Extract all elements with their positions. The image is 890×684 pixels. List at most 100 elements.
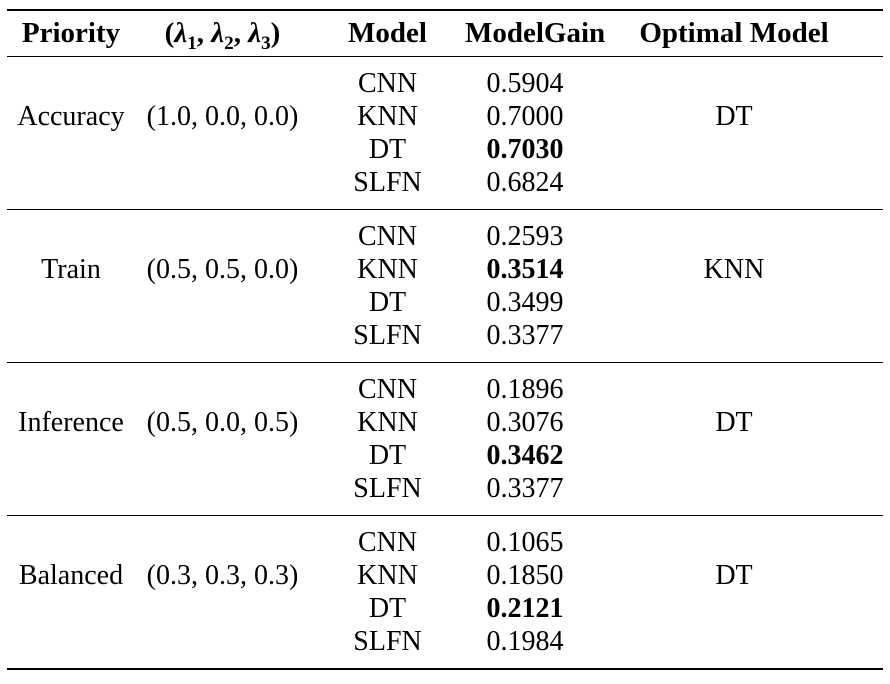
lambda-cell xyxy=(135,56,310,100)
priority-cell xyxy=(7,209,135,253)
gain-cell: 0.6824 xyxy=(486,166,564,198)
lambda-open-paren: ( xyxy=(164,16,175,49)
model-cell: SLFN xyxy=(353,472,422,504)
lambda-cell xyxy=(135,362,310,406)
optimal-model-cell: KNN xyxy=(703,253,765,285)
optimal-model-cell xyxy=(585,286,883,319)
header-row: Priority (λ1, λ2, λ3) Model ModelGain Op… xyxy=(7,10,883,56)
gain-cell: 0.3377 xyxy=(486,472,564,504)
lambda-cell xyxy=(135,472,310,516)
lambda-close-paren: ) xyxy=(270,16,281,49)
table-row: CNN 0.1065 xyxy=(7,515,883,559)
model-header: Model xyxy=(348,16,427,49)
table-row: SLFN 0.3377 xyxy=(7,472,883,516)
gain-cell: 0.3377 xyxy=(486,319,564,351)
model-cell: KNN xyxy=(357,559,418,591)
table-row: DT 0.2121 xyxy=(7,592,883,625)
table-row: SLFN 0.1984 xyxy=(7,625,883,669)
gain-cell: 0.1984 xyxy=(486,625,564,657)
priority-cell: Inference xyxy=(18,406,124,438)
lambda-separator: , xyxy=(196,16,212,49)
priority-cell xyxy=(7,515,135,559)
table-row: CNN 0.5904 xyxy=(7,56,883,100)
optimal-model-cell xyxy=(585,515,883,559)
model-cell: CNN xyxy=(357,526,418,558)
priority-cell xyxy=(7,439,135,472)
table-row: SLFN 0.3377 xyxy=(7,319,883,363)
lambda-cell xyxy=(135,133,310,166)
lambda1-subscript: 1 xyxy=(187,32,197,54)
table-row: DT 0.3462 xyxy=(7,439,883,472)
model-cell: DT xyxy=(368,439,407,471)
model-gain-header: ModelGain xyxy=(465,16,606,49)
model-cell: DT xyxy=(368,592,407,624)
lambda2-subscript: 2 xyxy=(224,32,234,54)
model-cell: CNN xyxy=(357,220,418,252)
priority-group-balanced: CNN 0.1065 Balanced (0.3, 0.3, 0.3) KNN … xyxy=(7,515,883,669)
table-row: Inference (0.5, 0.0, 0.5) KNN 0.3076 DT xyxy=(7,406,883,439)
optimal-model-cell: DT xyxy=(715,406,753,438)
lambda-separator: , xyxy=(233,16,249,49)
gain-cell: 0.3514 xyxy=(486,253,564,285)
gain-cell: 0.7000 xyxy=(486,100,564,132)
table-row: DT 0.3499 xyxy=(7,286,883,319)
lambda-cell xyxy=(135,439,310,472)
priority-cell xyxy=(7,625,135,669)
table-row: Balanced (0.3, 0.3, 0.3) KNN 0.1850 DT xyxy=(7,559,883,592)
model-cell: KNN xyxy=(357,406,418,438)
priority-cell xyxy=(7,133,135,166)
lambda-cell xyxy=(135,515,310,559)
gain-cell: 0.1850 xyxy=(486,559,564,591)
table-row: Train (0.5, 0.5, 0.0) KNN 0.3514 KNN xyxy=(7,253,883,286)
model-cell: KNN xyxy=(357,253,418,285)
lambda-cell: (0.3, 0.3, 0.3) xyxy=(146,559,299,591)
model-gain-results-table: Priority (λ1, λ2, λ3) Model ModelGain Op… xyxy=(7,9,883,670)
lambda1-symbol: λ xyxy=(174,16,188,49)
gain-cell: 0.3462 xyxy=(486,439,564,471)
table-row: Accuracy (1.0, 0.0, 0.0) KNN 0.7000 DT xyxy=(7,100,883,133)
priority-cell xyxy=(7,472,135,516)
lambda3-subscript: 3 xyxy=(261,32,271,54)
table-row: CNN 0.2593 xyxy=(7,209,883,253)
optimal-model-cell xyxy=(585,472,883,516)
optimal-model-cell xyxy=(585,625,883,669)
gain-cell: 0.3076 xyxy=(486,406,564,438)
model-cell: DT xyxy=(368,133,407,165)
optimal-model-header: Optimal Model xyxy=(639,16,829,49)
optimal-model-cell xyxy=(585,362,883,406)
priority-cell xyxy=(7,166,135,210)
table-row: DT 0.7030 xyxy=(7,133,883,166)
optimal-model-cell xyxy=(585,592,883,625)
model-cell: KNN xyxy=(357,100,418,132)
priority-cell xyxy=(7,592,135,625)
lambda2-symbol: λ xyxy=(211,16,225,49)
lambda-cell xyxy=(135,286,310,319)
optimal-model-cell xyxy=(585,319,883,363)
model-cell: CNN xyxy=(357,373,418,405)
priority-group-train: CNN 0.2593 Train (0.5, 0.5, 0.0) KNN 0.3… xyxy=(7,209,883,362)
gain-cell: 0.2593 xyxy=(486,220,564,252)
lambda-cell xyxy=(135,166,310,210)
lambda-cell xyxy=(135,592,310,625)
lambda-cell xyxy=(135,625,310,669)
gain-cell: 0.2121 xyxy=(486,592,564,624)
optimal-model-cell: DT xyxy=(715,100,753,132)
table-header: Priority (λ1, λ2, λ3) Model ModelGain Op… xyxy=(7,10,883,56)
model-cell: CNN xyxy=(357,67,418,99)
lambda-cell: (1.0, 0.0, 0.0) xyxy=(146,100,299,132)
optimal-model-cell xyxy=(585,209,883,253)
table-row: SLFN 0.6824 xyxy=(7,166,883,210)
priority-cell: Accuracy xyxy=(17,100,125,132)
priority-cell xyxy=(7,319,135,363)
model-cell: SLFN xyxy=(353,625,422,657)
lambda-cell: (0.5, 0.5, 0.0) xyxy=(146,253,299,285)
lambda3-symbol: λ xyxy=(248,16,262,49)
model-cell: SLFN xyxy=(353,166,422,198)
priority-group-inference: CNN 0.1896 Inference (0.5, 0.0, 0.5) KNN… xyxy=(7,362,883,515)
gain-cell: 0.1065 xyxy=(486,526,564,558)
table-row: CNN 0.1896 xyxy=(7,362,883,406)
optimal-model-cell: DT xyxy=(715,559,753,591)
optimal-model-cell xyxy=(585,439,883,472)
priority-cell: Train xyxy=(41,253,101,285)
priority-cell xyxy=(7,286,135,319)
